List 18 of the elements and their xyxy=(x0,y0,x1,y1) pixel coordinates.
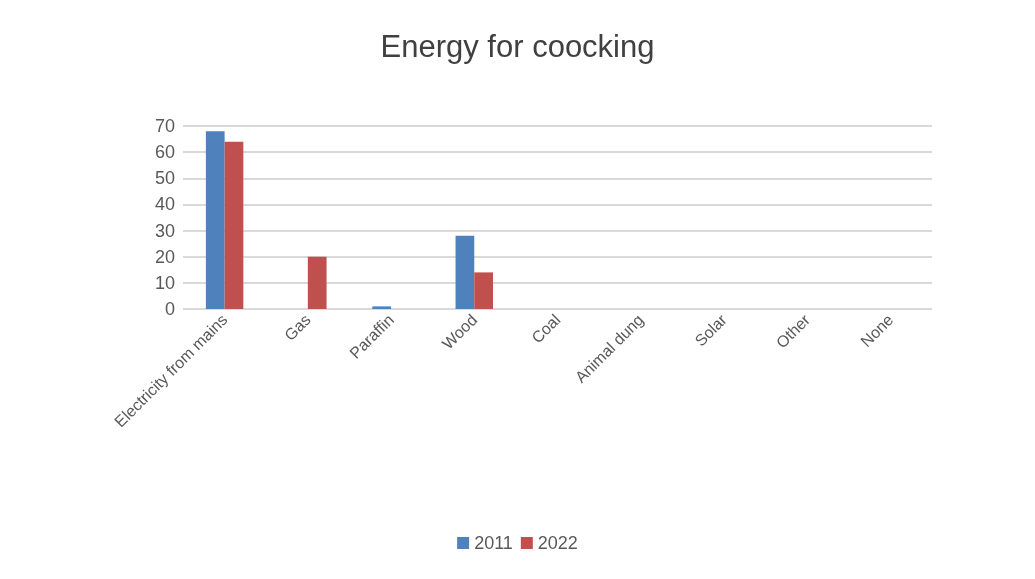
y-tick-label: 70 xyxy=(154,116,175,136)
y-tick-label: 50 xyxy=(154,168,175,189)
y-tick-label: 0 xyxy=(164,299,175,319)
bar xyxy=(205,131,225,309)
chart-title: Energy for coocking xyxy=(380,29,655,64)
bar xyxy=(474,272,493,309)
y-tick-label: 30 xyxy=(154,220,175,241)
y-tick-label: 60 xyxy=(154,142,175,163)
bar xyxy=(307,256,327,309)
y-tick-label: 20 xyxy=(154,246,175,267)
bar xyxy=(224,141,244,309)
legend-label: 2022 xyxy=(537,533,578,553)
bar xyxy=(372,306,392,309)
bar xyxy=(455,235,475,309)
y-tick-label: 10 xyxy=(154,272,175,293)
y-tick-label: 40 xyxy=(154,194,175,215)
x-tick-label: Gas xyxy=(281,310,314,344)
legend-label: 2011 xyxy=(474,533,513,553)
